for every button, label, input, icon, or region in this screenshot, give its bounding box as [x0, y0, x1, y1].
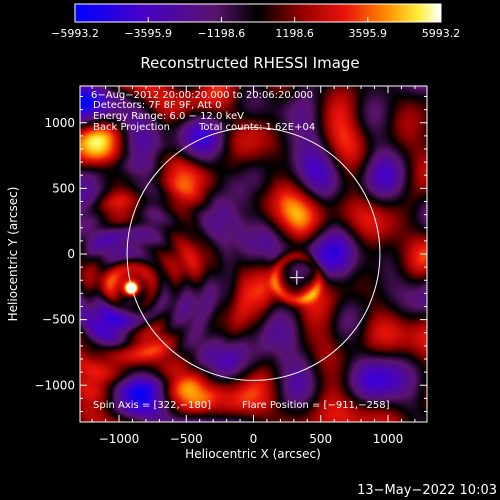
- x-axis-ticks: −1000 −500 0 500 1000: [91, 86, 416, 446]
- chart-title: Reconstructed RHESSI Image: [140, 54, 359, 72]
- colorbar: [75, 4, 441, 22]
- x-tick-label: 0: [250, 432, 258, 446]
- annotation-time-range: 6−Aug−2012 20:00:20.000 to 20:06:20.000: [91, 90, 313, 101]
- spin-axis-marker: [289, 270, 304, 285]
- colorbar-tick-label: 5993.2: [422, 27, 461, 40]
- y-tick-label: −1000: [34, 378, 75, 392]
- y-tick-label: 0: [67, 247, 75, 261]
- x-tick-label: −1000: [99, 432, 140, 446]
- colorbar-tick-label: 1198.6: [275, 27, 314, 40]
- y-tick-label: 1000: [44, 116, 75, 130]
- colorbar-tick-label: −5993.2: [51, 27, 99, 40]
- annotation-spin-axis: Spin Axis = [322,−180]: [93, 400, 211, 411]
- annotation-energy-range: Energy Range: 6.0 − 12.0 keV: [93, 111, 244, 122]
- colorbar-gradient: [75, 4, 441, 22]
- x-tick-label: −500: [170, 432, 203, 446]
- x-axis-label: Heliocentric X (arcsec): [185, 447, 321, 461]
- annotation-flare-position: Flare Position = [−911,−258]: [242, 400, 390, 411]
- footer-timestamp: 13−May−2022 10:03: [357, 483, 497, 498]
- colorbar-frame: [74, 3, 442, 23]
- colorbar-tick-label: −3595.9: [124, 27, 172, 40]
- y-tick-label: 500: [52, 181, 75, 195]
- annotation-total-counts: Total counts: 1.62E+04: [198, 122, 315, 133]
- annotation-method: Back Projection: [93, 122, 170, 133]
- plot-frame: [79, 85, 428, 423]
- annotation-detectors: Detectors: 7F 8F 9F, Att 0: [93, 100, 221, 111]
- colorbar-ticks: −5993.2 −3595.9 −1198.6 1198.6 3595.9 5993.2: [51, 17, 460, 40]
- reconstructed-image: [80, 86, 427, 422]
- y-tick-label: −500: [42, 313, 75, 327]
- y-axis-ticks: −1000 −500 0 500 1000: [34, 96, 427, 412]
- image-plot: [80, 86, 427, 422]
- y-axis-label: Heliocentric Y (arcsec): [6, 187, 20, 322]
- colorbar-tick-label: −1198.6: [198, 27, 246, 40]
- colorbar-tick-label: 3595.9: [349, 27, 388, 40]
- x-tick-label: 1000: [373, 432, 404, 446]
- solar-disk-circle: [126, 127, 381, 381]
- x-tick-label: 500: [309, 432, 332, 446]
